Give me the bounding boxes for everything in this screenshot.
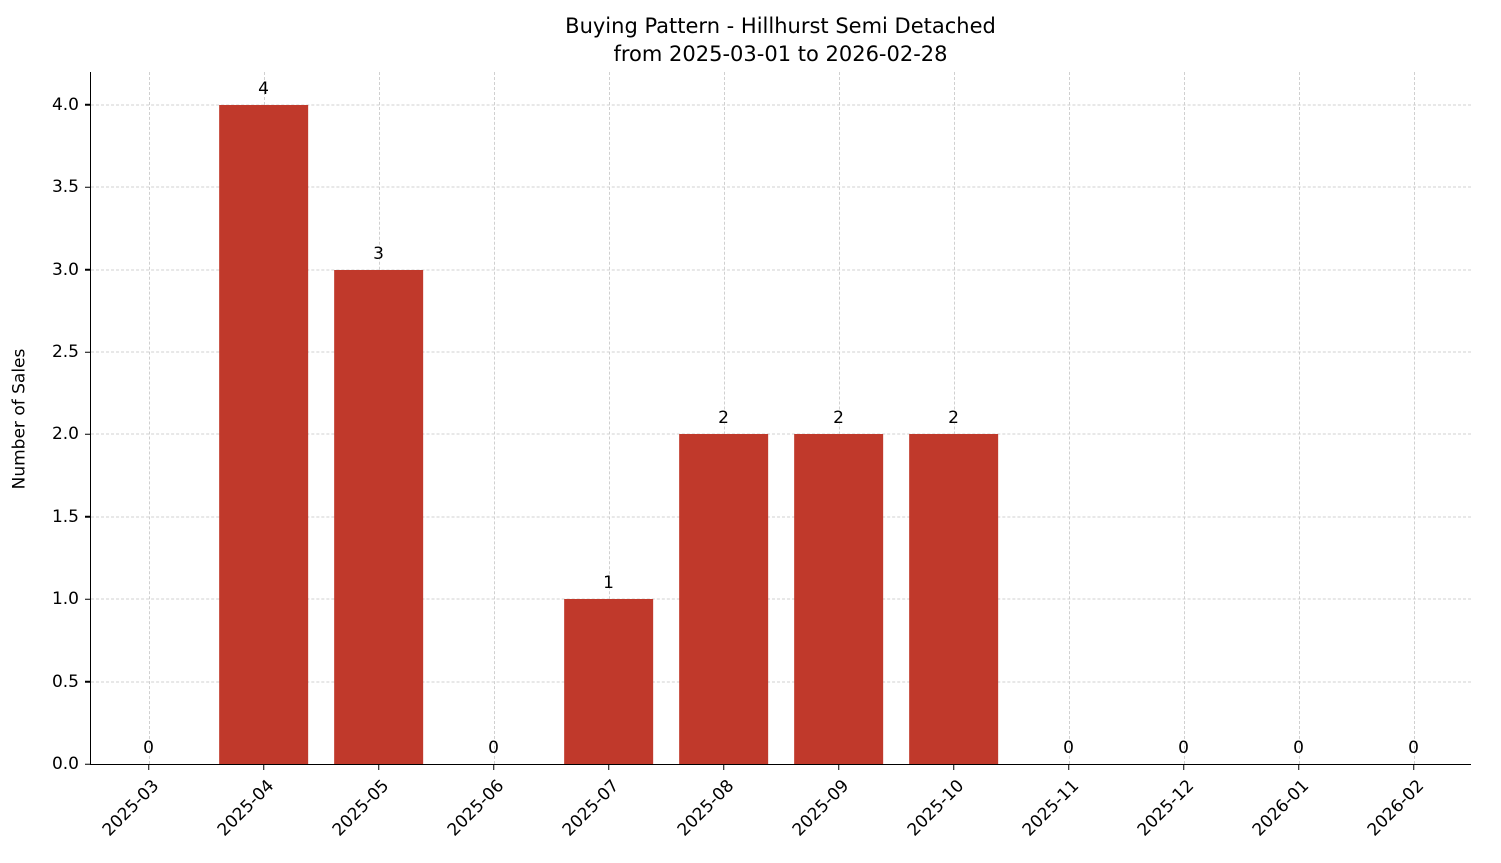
y-tick-mark — [85, 598, 91, 600]
chart-title: Buying Pattern - Hillhurst Semi Detached… — [90, 12, 1471, 69]
vertical-gridline — [608, 72, 610, 764]
y-tick-mark — [85, 268, 91, 271]
vertical-gridline — [148, 72, 150, 764]
y-tick-label: 4.0 — [51, 94, 79, 115]
y-tick-label: 0.0 — [51, 754, 79, 774]
y-tick-label: 2.0 — [51, 424, 79, 445]
x-tick-mark — [722, 764, 725, 770]
vertical-gridline — [1298, 72, 1300, 764]
bar-value-label: 2 — [718, 408, 729, 429]
x-tick-label: 2025-09 — [788, 776, 853, 841]
x-tick-label: 2025-08 — [673, 776, 738, 841]
x-tick-mark — [952, 764, 955, 770]
x-tick-mark — [492, 764, 495, 770]
x-tick-label: 2026-02 — [1363, 776, 1428, 841]
bar — [908, 434, 999, 764]
x-tick-label: 2025-03 — [98, 776, 163, 841]
bar-value-label: 3 — [373, 243, 384, 264]
y-tick-mark — [85, 104, 91, 106]
bar-value-label: 2 — [833, 408, 844, 429]
bar — [218, 104, 309, 764]
bar-value-label: 0 — [488, 738, 499, 758]
x-tick-label: 2026-01 — [1248, 776, 1313, 841]
x-tick-mark — [1182, 764, 1185, 770]
y-tick-label: 3.0 — [51, 259, 79, 280]
bar — [678, 434, 769, 764]
y-tick-label: 2.5 — [51, 342, 79, 363]
bar-value-label: 0 — [1063, 738, 1074, 758]
horizontal-gridline — [91, 433, 1471, 435]
horizontal-gridline — [91, 681, 1471, 683]
x-tick-mark — [1412, 764, 1415, 770]
y-axis-label-container: Number of Sales — [6, 72, 32, 765]
x-tick-mark — [262, 764, 265, 770]
bar-value-label: 0 — [143, 738, 154, 758]
x-tick-mark — [147, 764, 150, 770]
x-tick-label: 2025-05 — [328, 776, 393, 841]
bar-value-label: 2 — [948, 408, 959, 429]
chart-title-line1: Buying Pattern - Hillhurst Semi Detached — [565, 14, 996, 38]
chart-title-line2: from 2025-03-01 to 2026-02-28 — [613, 42, 948, 67]
horizontal-gridline — [91, 269, 1471, 271]
y-tick-label: 3.5 — [51, 177, 79, 198]
y-tick-label: 1.5 — [51, 506, 79, 527]
x-tick-label: 2025-07 — [558, 776, 623, 841]
bar — [793, 434, 884, 764]
bar — [563, 599, 654, 764]
x-tick-mark — [607, 764, 610, 770]
bar-value-label: 0 — [1293, 738, 1304, 758]
x-tick-label: 2025-10 — [903, 776, 968, 841]
y-tick-mark — [85, 433, 91, 436]
y-tick-mark — [85, 516, 91, 518]
horizontal-gridline — [91, 104, 1471, 106]
x-tick-mark — [1067, 764, 1070, 770]
plot-area: 0.0 0.5 1.0 1.5 2.0 2.5 3.0 3.5 4.0 2025-03 0 2025-… — [52, 72, 1471, 840]
y-tick-mark — [85, 351, 91, 353]
x-tick-label: 2025-04 — [213, 776, 278, 841]
y-tick-mark — [85, 680, 91, 683]
y-tick-mark — [85, 763, 91, 765]
y-tick-label: 1.0 — [51, 589, 79, 610]
vertical-gridline — [1413, 72, 1415, 764]
bar-value-label: 4 — [258, 78, 269, 99]
vertical-gridline — [723, 72, 725, 764]
x-tick-mark — [1297, 764, 1300, 770]
bar — [333, 269, 424, 764]
bar-value-label: 0 — [1408, 738, 1419, 758]
bar-value-label: 1 — [603, 573, 614, 594]
vertical-gridline — [493, 72, 495, 764]
horizontal-gridline — [91, 186, 1471, 188]
vertical-gridline — [1068, 72, 1070, 764]
x-tick-mark — [377, 764, 380, 770]
vertical-gridline — [1183, 72, 1185, 764]
y-axis-label: Number of Sales — [9, 348, 30, 489]
vertical-gridline — [838, 72, 840, 764]
horizontal-gridline — [91, 598, 1471, 600]
x-tick-label: 2025-11 — [1018, 776, 1083, 841]
x-tick-label: 2025-06 — [443, 776, 508, 841]
y-tick-mark — [85, 186, 91, 189]
y-tick-label: 0.5 — [51, 671, 79, 692]
x-tick-mark — [837, 764, 840, 770]
horizontal-gridline — [91, 516, 1471, 518]
x-tick-label: 2025-12 — [1133, 776, 1198, 841]
horizontal-gridline — [91, 351, 1471, 353]
bar-value-label: 0 — [1178, 738, 1189, 758]
vertical-gridline — [953, 72, 955, 764]
